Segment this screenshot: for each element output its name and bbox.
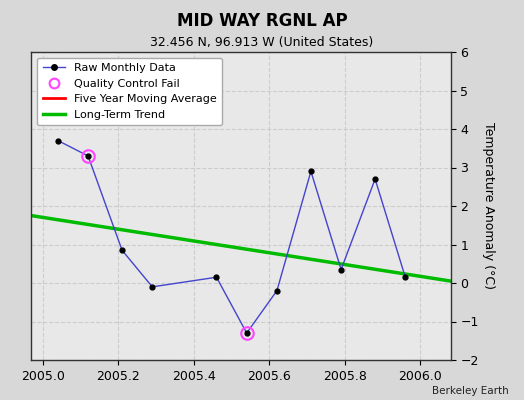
Text: 32.456 N, 96.913 W (United States): 32.456 N, 96.913 W (United States)	[150, 36, 374, 49]
Text: MID WAY RGNL AP: MID WAY RGNL AP	[177, 12, 347, 30]
Legend: Raw Monthly Data, Quality Control Fail, Five Year Moving Average, Long-Term Tren: Raw Monthly Data, Quality Control Fail, …	[37, 58, 222, 125]
Y-axis label: Temperature Anomaly (°C): Temperature Anomaly (°C)	[483, 122, 495, 290]
Text: Berkeley Earth: Berkeley Earth	[432, 386, 508, 396]
